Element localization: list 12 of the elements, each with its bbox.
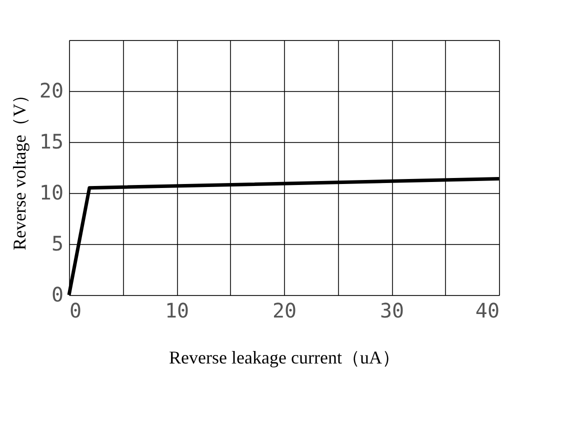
y-tick-label: 10 bbox=[39, 180, 64, 204]
x-tick-label: 0 bbox=[70, 298, 82, 322]
x-tick-label: 40 bbox=[475, 298, 500, 322]
y-axis-title: Reverse voltage（V） bbox=[9, 86, 30, 250]
x-tick-label: 30 bbox=[380, 298, 404, 322]
x-tick-label: 20 bbox=[272, 298, 297, 322]
y-tick-label: 0 bbox=[51, 282, 64, 306]
x-tick-label: 10 bbox=[164, 298, 190, 322]
y-tick-label: 5 bbox=[51, 232, 64, 256]
y-tick-label: 20 bbox=[39, 78, 64, 102]
x-axis-title: Reverse leakage current（uA） bbox=[169, 348, 400, 368]
y-tick-label: 15 bbox=[39, 130, 64, 154]
